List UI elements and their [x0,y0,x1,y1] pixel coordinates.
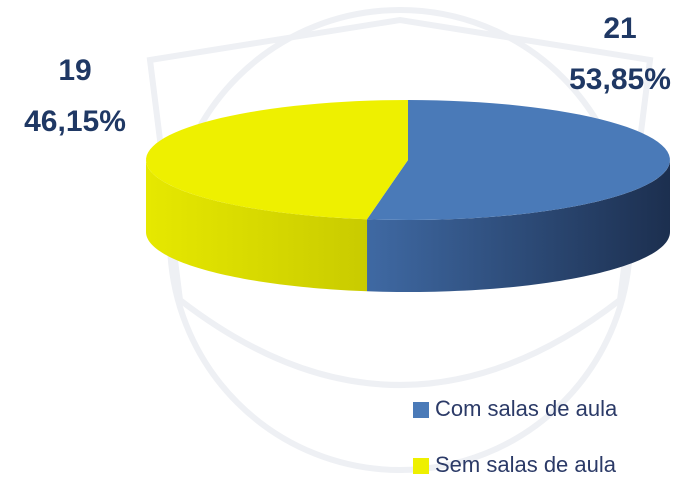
legend-swatch [413,402,429,418]
slice [146,100,408,220]
data-label: 19 [58,54,91,87]
labels: 21 53,85% 19 46,15% Com salas de aula Sem sal… [24,12,671,477]
pie [146,100,670,292]
percent-label: 53,85% [569,63,671,96]
data-label: 21 [603,12,636,45]
slice-side [367,160,670,292]
legend-label: Com salas de aula [435,396,618,421]
percent-label: 46,15% [24,105,126,138]
legend-label: Sem salas de aula [435,452,617,477]
legend-swatch [413,458,429,474]
slice-side [146,160,368,292]
slice [367,100,670,220]
